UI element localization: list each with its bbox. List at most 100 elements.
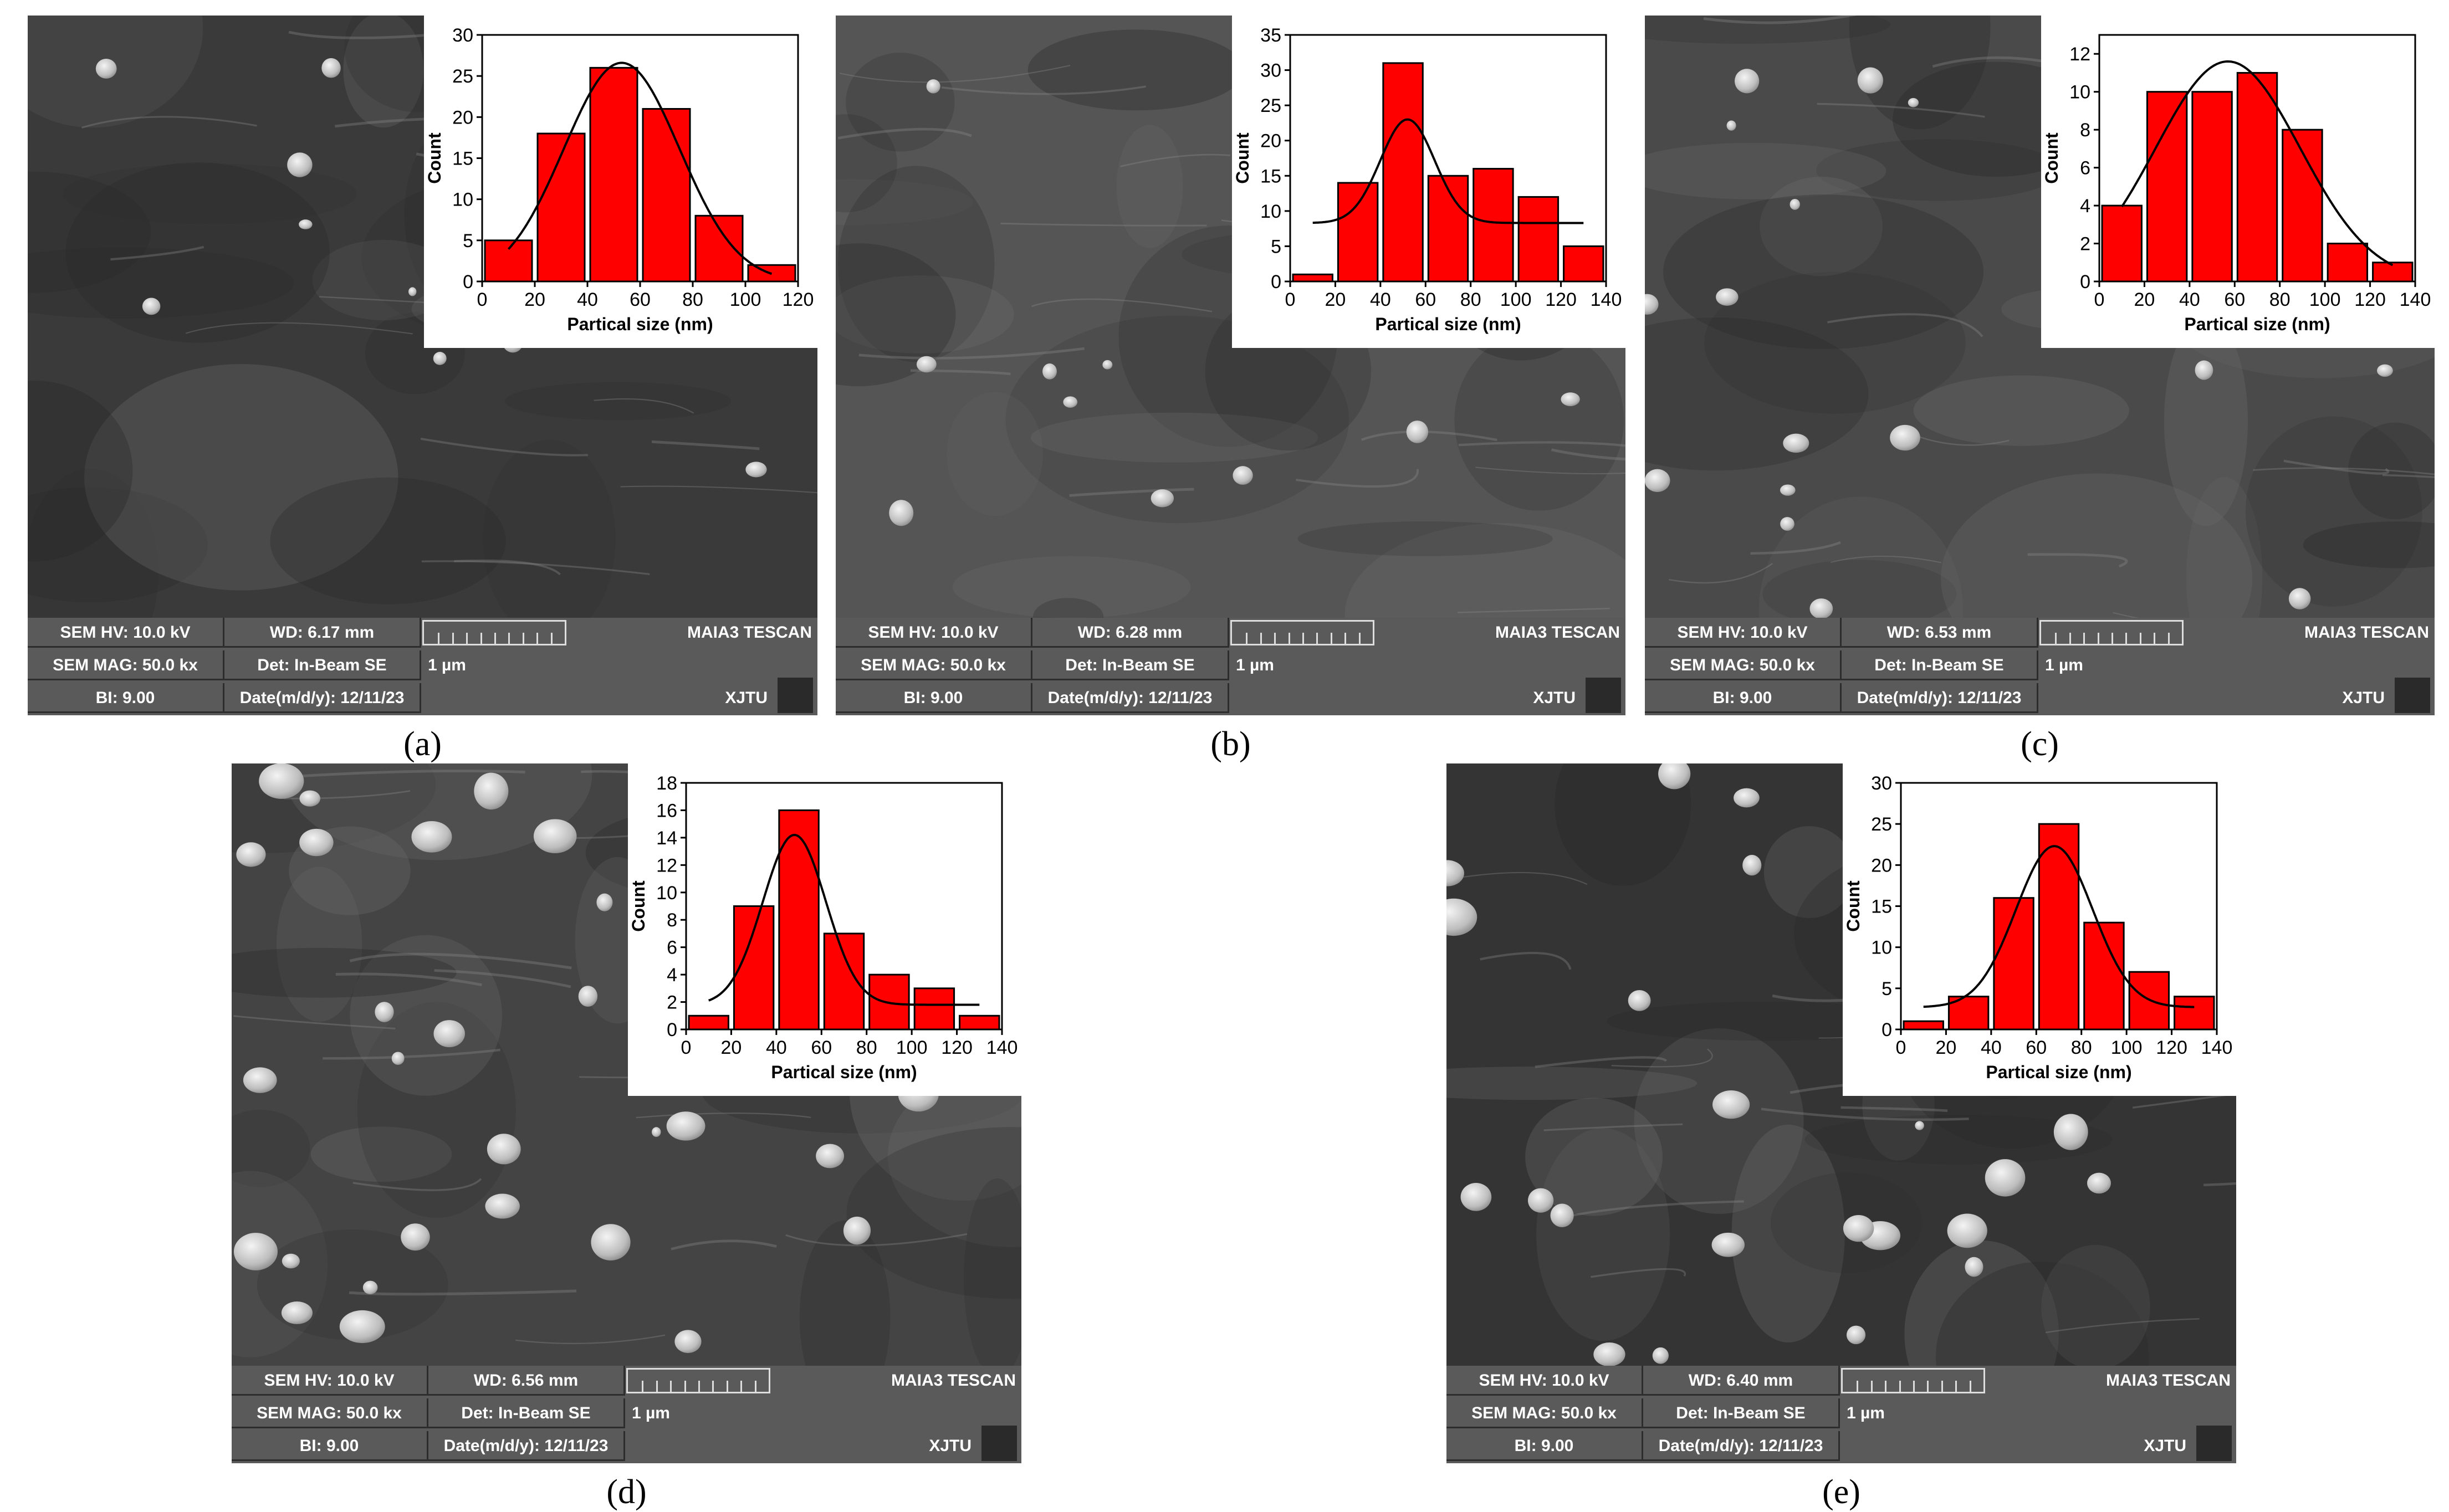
y-tick-label: 18 xyxy=(656,773,677,794)
x-tick-label: 80 xyxy=(682,289,703,310)
scale-tick xyxy=(1955,1381,1957,1392)
scale-tick xyxy=(1358,633,1361,644)
sem-texture xyxy=(2186,476,2263,618)
y-tick-label: 10 xyxy=(452,189,473,211)
sem-texture xyxy=(2303,521,2435,568)
sem-hv-label: SEM HV: 10.0 kV xyxy=(836,618,1032,648)
y-tick-label: 8 xyxy=(2080,120,2090,141)
sem-texture xyxy=(1005,315,1349,524)
nanoparticle xyxy=(596,893,613,911)
sem-ridge xyxy=(1543,1123,1683,1131)
histogram-chart: 0 20 40 60 80 100 120 140 0 5 10 15 20 25 30 35 Partical… xyxy=(1233,25,1622,334)
scale-label: 1 µm xyxy=(1236,656,1274,674)
scale-tick xyxy=(2055,633,2057,644)
y-tick-label: 2 xyxy=(667,992,677,1013)
y-tick-label: 15 xyxy=(1871,896,1892,918)
scale-tick xyxy=(1969,1381,1971,1392)
y-tick-label: 5 xyxy=(463,230,473,252)
sem-texture xyxy=(1941,473,2253,618)
scale-tick xyxy=(642,1381,644,1392)
sem-ridge xyxy=(110,245,204,261)
organization-label: XJTU xyxy=(929,1437,972,1455)
nanoparticle xyxy=(1460,1183,1492,1211)
scale-tick xyxy=(466,633,468,644)
sem-texture xyxy=(1555,763,1691,886)
y-tick-label: 8 xyxy=(667,910,677,931)
scale-tick xyxy=(1288,633,1290,644)
sem-texture xyxy=(2041,1244,2150,1366)
sem-ridge xyxy=(81,116,257,129)
sem-texture xyxy=(1645,317,1869,471)
sem-ridge xyxy=(2027,553,2128,568)
sem-texture xyxy=(1758,496,1964,618)
sem-texture xyxy=(1763,826,1855,919)
instrument-brand: MAIA3 TESCAN xyxy=(891,1371,1016,1390)
x-tick-label: 120 xyxy=(783,289,814,310)
nanoparticle xyxy=(2195,360,2213,380)
scale-tick xyxy=(1330,633,1332,644)
histogram-bar xyxy=(2372,262,2414,283)
sem-bi-label: BI: 9.00 xyxy=(28,683,224,713)
x-tick-label: 60 xyxy=(2224,289,2245,310)
sem-texture xyxy=(2348,422,2435,520)
x-tick-label: 40 xyxy=(577,289,598,310)
x-tick-label: 20 xyxy=(1936,1037,1957,1058)
scale-tick xyxy=(2083,633,2085,644)
sem-texture xyxy=(28,247,294,319)
sem-texture xyxy=(836,179,973,225)
scale-tick xyxy=(1870,1381,1873,1392)
nanoparticle xyxy=(745,462,767,478)
nanoparticle xyxy=(1645,469,1670,493)
sem-texture xyxy=(1804,1115,2113,1165)
nanoparticle xyxy=(362,1280,378,1295)
y-tick-label: 20 xyxy=(1260,131,1281,152)
scale-tick xyxy=(1941,1381,1943,1392)
nanoparticle xyxy=(485,1193,520,1219)
y-tick-label: 10 xyxy=(1260,201,1281,222)
gaussian-fit-line xyxy=(1312,118,1584,224)
sem-texture xyxy=(947,392,1043,516)
y-tick-label: 0 xyxy=(1271,271,1281,293)
nanoparticle xyxy=(1857,67,1883,94)
histogram-chart: 0 20 40 60 80 100 120 0 5 10 15 20 25 30 Partical size… xyxy=(425,25,814,334)
sem-ridge xyxy=(1535,1056,1668,1068)
scale-tick xyxy=(684,1381,686,1392)
histogram-bar xyxy=(484,239,533,283)
y-tick-label: 0 xyxy=(463,271,473,293)
scale-tick xyxy=(2069,633,2071,644)
x-tick-label: 0 xyxy=(1896,1037,1906,1058)
sem-wd-label: WD: 6.17 mm xyxy=(224,618,421,648)
nanoparticle xyxy=(1742,854,1762,876)
scale-tick xyxy=(1857,1381,1859,1392)
x-tick-label: 100 xyxy=(896,1037,928,1058)
sem-bi-label: BI: 9.00 xyxy=(232,1431,428,1461)
gaussian-fit-line xyxy=(508,61,773,275)
sem-ridge xyxy=(2203,1182,2236,1186)
nanoparticle xyxy=(299,219,313,229)
sem-ridge xyxy=(840,64,1071,83)
histogram-bar xyxy=(1382,62,1424,283)
sem-ridge xyxy=(671,1239,777,1250)
logo-icon xyxy=(981,1426,1017,1461)
y-axis-label: Count xyxy=(425,132,444,184)
panel-caption: (c) xyxy=(2021,725,2059,763)
sem-ridge xyxy=(1830,555,1942,563)
sem-texture xyxy=(1027,29,1244,111)
scale-label: 1 µm xyxy=(1847,1404,1885,1422)
sem-texture xyxy=(1032,598,1104,618)
nanoparticle xyxy=(1711,1232,1745,1257)
sem-ridge xyxy=(335,972,482,987)
x-tick-label: 0 xyxy=(1285,289,1296,310)
nanoparticle xyxy=(533,819,577,853)
nanoparticle xyxy=(243,1067,277,1093)
logo-icon xyxy=(1586,678,1621,713)
sem-texture xyxy=(836,243,956,387)
instrument-brand: MAIA3 TESCAN xyxy=(687,623,812,642)
sem-bi-label: BI: 9.00 xyxy=(836,683,1032,713)
sem-ridge xyxy=(1913,434,2010,446)
gaussian-fit-line xyxy=(708,833,980,1006)
x-tick-label: 20 xyxy=(1325,289,1346,310)
x-tick-label: 40 xyxy=(1370,289,1391,310)
nanoparticle xyxy=(2053,1114,2088,1150)
nanoparticle xyxy=(1780,484,1796,496)
